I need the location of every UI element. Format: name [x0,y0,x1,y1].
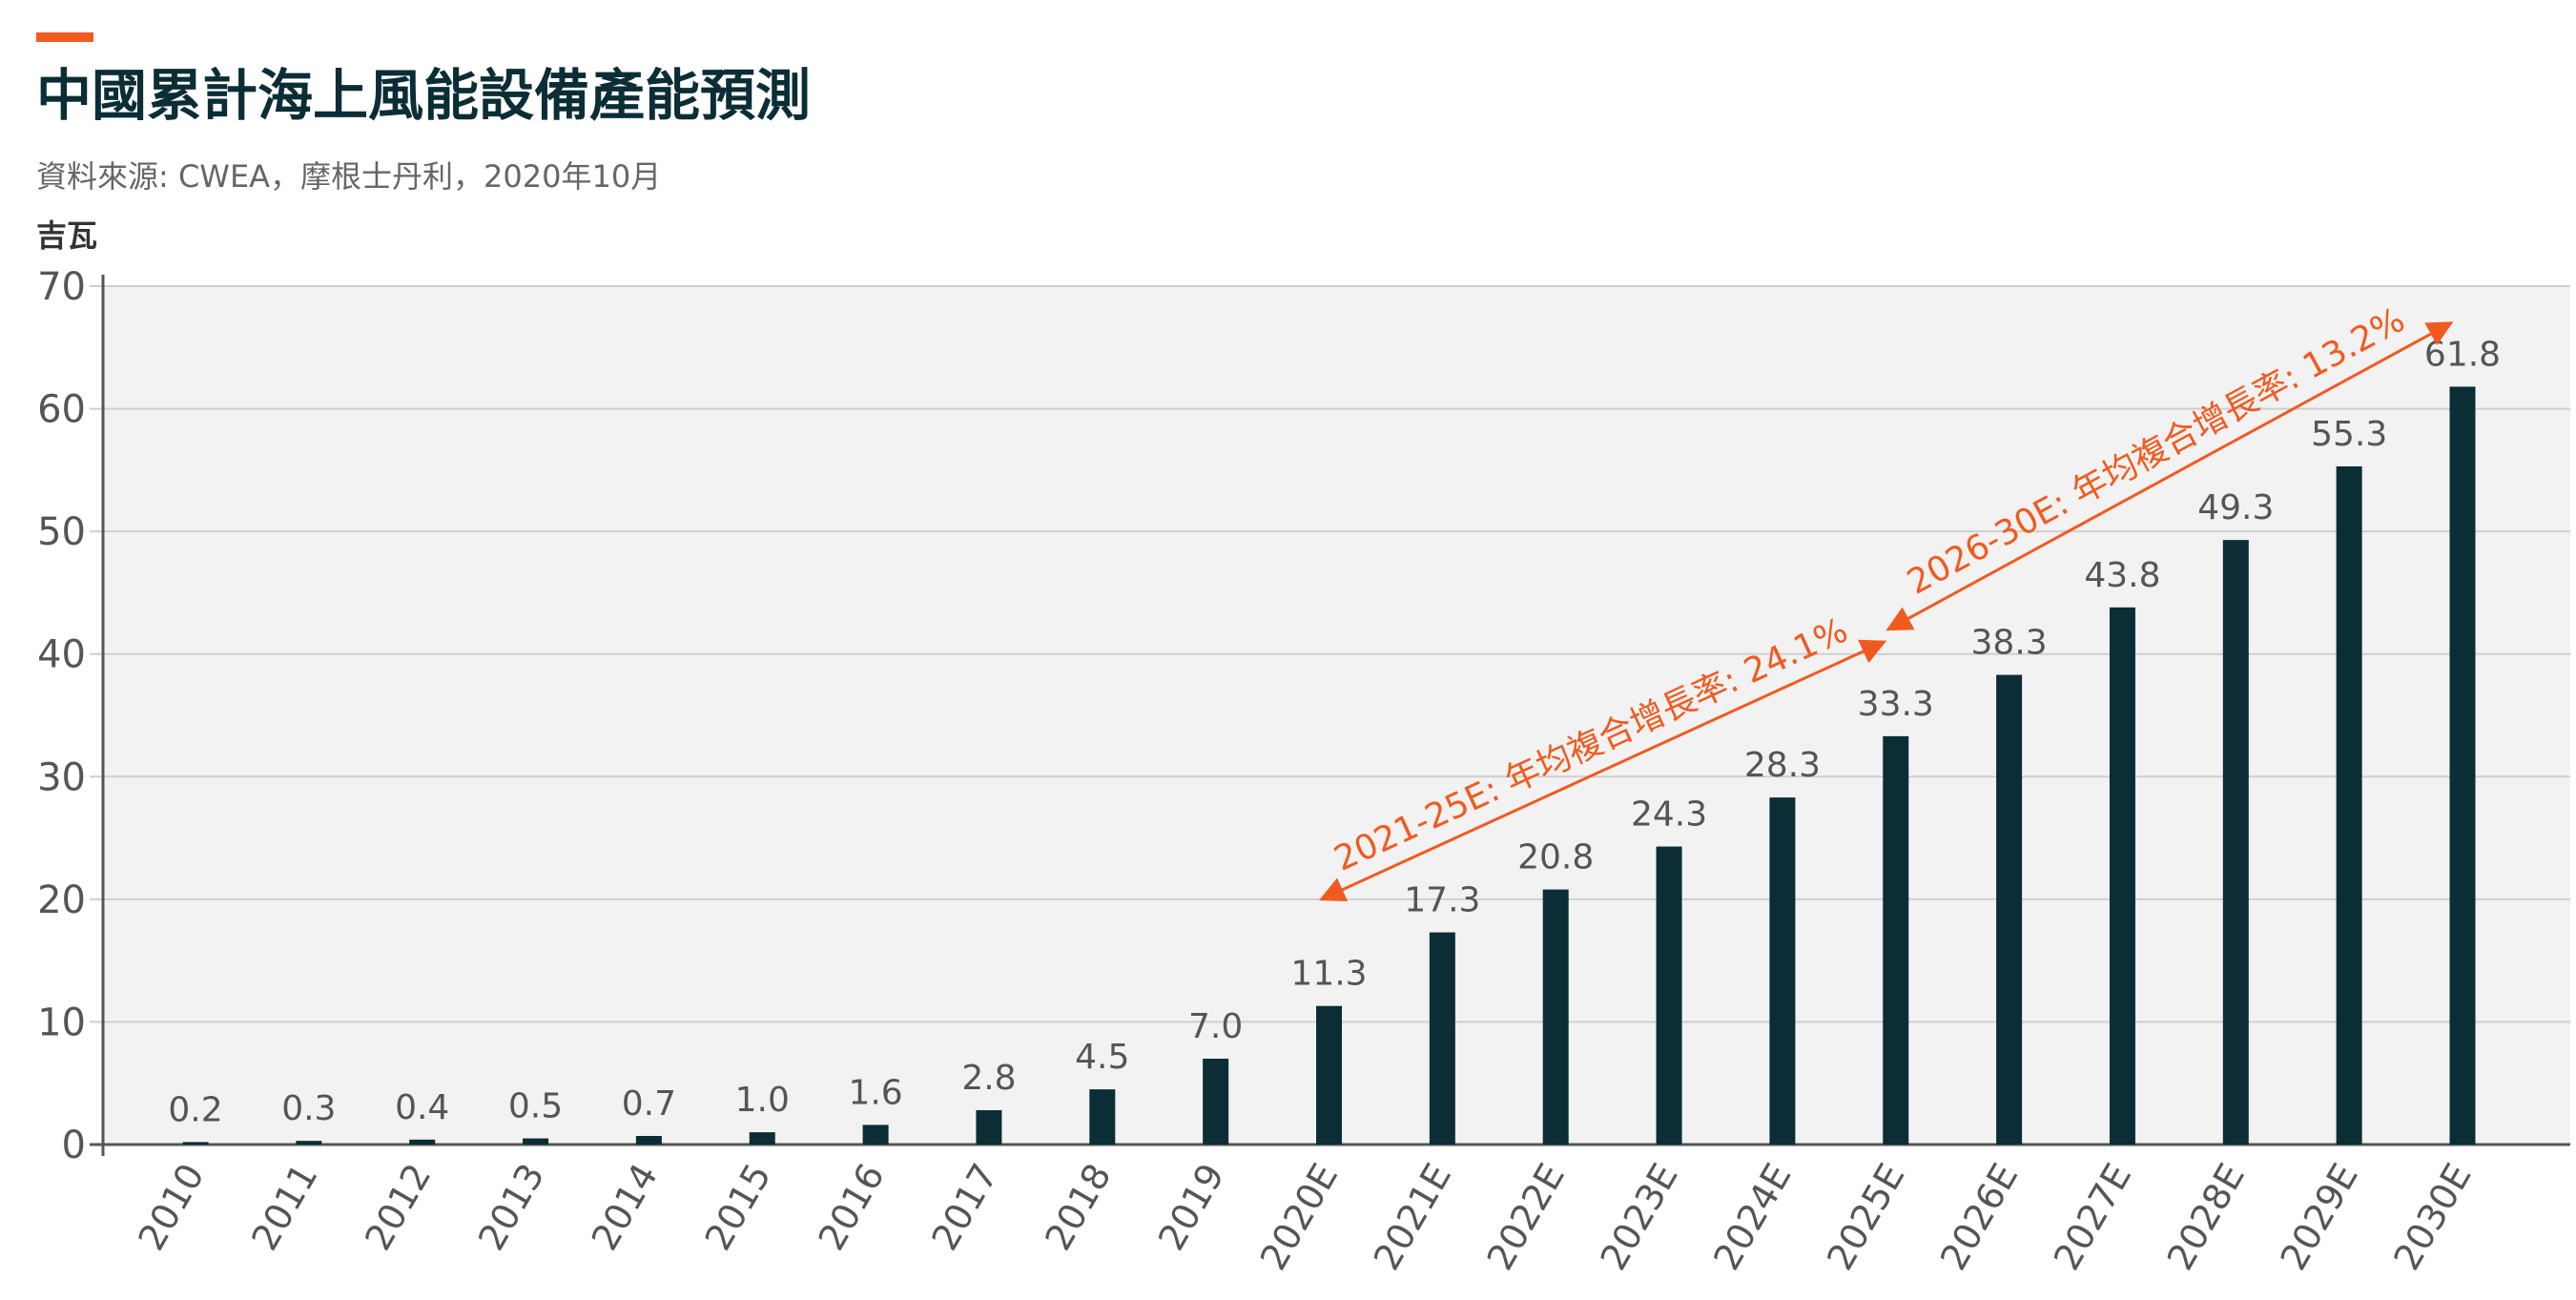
data-label: 49.3 [2197,488,2274,527]
y-tick-label: 20 [37,878,86,922]
chart-title: 中國累計海上風能設備產能預測 [36,63,812,128]
title-accent-bar [36,32,93,42]
bar [2449,386,2476,1145]
y-tick-label: 30 [37,755,86,799]
data-label: 28.3 [1744,746,1821,785]
data-label: 0.5 [508,1087,563,1126]
bar [2336,466,2362,1145]
x-tick-label: 2010 [130,1157,212,1258]
bar [1769,797,1796,1145]
x-tick-label: 2029E [2272,1157,2365,1278]
y-tick-label: 50 [37,510,86,554]
data-label: 24.3 [1631,795,1707,835]
bar [296,1141,322,1145]
x-tick-label: 2025E [1819,1157,1912,1278]
x-tick-label: 2013 [470,1157,552,1258]
bar [1429,932,1455,1145]
x-tick-label: 2030E [2385,1157,2479,1278]
data-label: 0.3 [281,1089,336,1128]
bar [1203,1059,1229,1145]
x-tick-label: 2016 [810,1157,892,1258]
y-tick-label: 40 [37,633,86,677]
bar [1542,889,1569,1145]
bar [749,1132,775,1145]
bar [2109,607,2135,1145]
data-label: 11.3 [1290,955,1367,994]
x-tick-label: 2014 [584,1157,666,1258]
bar [1996,674,2023,1145]
data-label: 33.3 [1858,685,1934,724]
bar [635,1136,662,1145]
y-tick-label: 70 [37,265,86,309]
data-label: 0.4 [395,1088,449,1127]
bar [409,1139,436,1145]
data-label: 0.2 [168,1090,222,1129]
x-tick-label: 2027E [2046,1157,2139,1278]
bar [1883,735,1909,1145]
bar [1089,1089,1116,1145]
x-tick-label: 2017 [923,1157,1005,1258]
x-tick-label: 2028E [2159,1157,2253,1278]
x-tick-label: 2023E [1592,1157,1685,1278]
data-label: 0.7 [622,1084,676,1124]
data-label: 38.3 [1971,624,2048,663]
data-label: 4.5 [1075,1038,1129,1077]
data-label: 7.0 [1188,1007,1243,1046]
data-label: 1.0 [735,1081,790,1120]
bar [182,1142,209,1145]
x-tick-label: 2020E [1252,1157,1346,1278]
data-label: 20.8 [1517,838,1594,877]
bar [523,1138,549,1145]
x-tick-label: 2022E [1479,1157,1573,1278]
x-tick-label: 2026E [1932,1157,2026,1278]
y-tick-label: 60 [37,388,86,432]
data-label: 55.3 [2311,415,2387,454]
data-label: 43.8 [2084,556,2160,595]
x-tick-label: 2011 [243,1157,325,1258]
y-axis-unit: 吉瓦 [36,217,98,254]
chart-source: 資料來源: CWEA，摩根士丹利，2020年10月 [36,158,662,195]
bar [976,1110,1002,1145]
x-tick-label: 2015 [697,1157,779,1258]
data-label: 17.3 [1404,881,1480,920]
bar [862,1125,889,1145]
x-tick-label: 2024E [1705,1157,1799,1278]
growth-arrow [1319,639,1887,902]
x-tick-label: 2018 [1037,1157,1119,1258]
data-label: 61.8 [2424,335,2501,374]
bar [1656,846,1682,1145]
y-tick-label: 10 [37,1001,86,1044]
data-label: 1.6 [848,1073,902,1112]
x-tick-label: 2012 [357,1157,439,1258]
data-label: 2.8 [961,1059,1016,1098]
x-tick-label: 2021E [1366,1157,1459,1278]
growth-arrow [1886,321,2454,631]
x-tick-label: 2019 [1150,1157,1232,1258]
bar [1316,1005,1342,1145]
y-tick-label: 0 [62,1124,86,1167]
bar [2222,540,2249,1145]
